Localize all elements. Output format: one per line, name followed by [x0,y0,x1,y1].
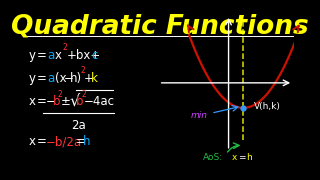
Text: −4ac: −4ac [84,95,115,108]
Text: −: − [46,95,56,108]
Text: V(h,k): V(h,k) [254,102,281,111]
Text: 2: 2 [58,90,62,99]
Text: −b/2a: −b/2a [46,135,82,148]
Text: min: min [191,111,208,120]
Text: −: − [64,72,74,85]
Text: h): h) [70,72,82,85]
Text: (x: (x [55,72,67,85]
Text: 2a: 2a [71,119,86,132]
Text: b: b [53,95,60,108]
Text: Quadratic Functions: Quadratic Functions [11,13,309,39]
Text: a: a [47,72,54,85]
Text: k: k [91,72,98,85]
Text: x: x [28,95,35,108]
Text: √: √ [69,94,80,109]
Text: 2: 2 [62,43,67,52]
Text: h: h [246,153,252,162]
Text: =: = [36,135,46,148]
Text: c: c [92,49,98,62]
Text: b: b [76,95,84,108]
Text: ±: ± [61,95,71,108]
Text: 2: 2 [81,90,86,99]
Text: x: x [28,135,35,148]
Text: =: = [36,49,46,62]
Text: h: h [84,135,91,148]
Text: y: y [28,49,35,62]
Text: x: x [231,153,236,162]
Text: 2: 2 [80,66,85,75]
Text: =: = [75,135,85,148]
Text: =: = [36,72,46,85]
Text: x: x [55,49,62,62]
Text: +: + [84,72,94,85]
Text: =: = [36,95,46,108]
Text: +bx+: +bx+ [67,49,101,62]
Text: AoS:: AoS: [203,153,223,162]
Text: =: = [238,153,245,162]
Text: y: y [28,72,35,85]
Text: a: a [47,49,54,62]
